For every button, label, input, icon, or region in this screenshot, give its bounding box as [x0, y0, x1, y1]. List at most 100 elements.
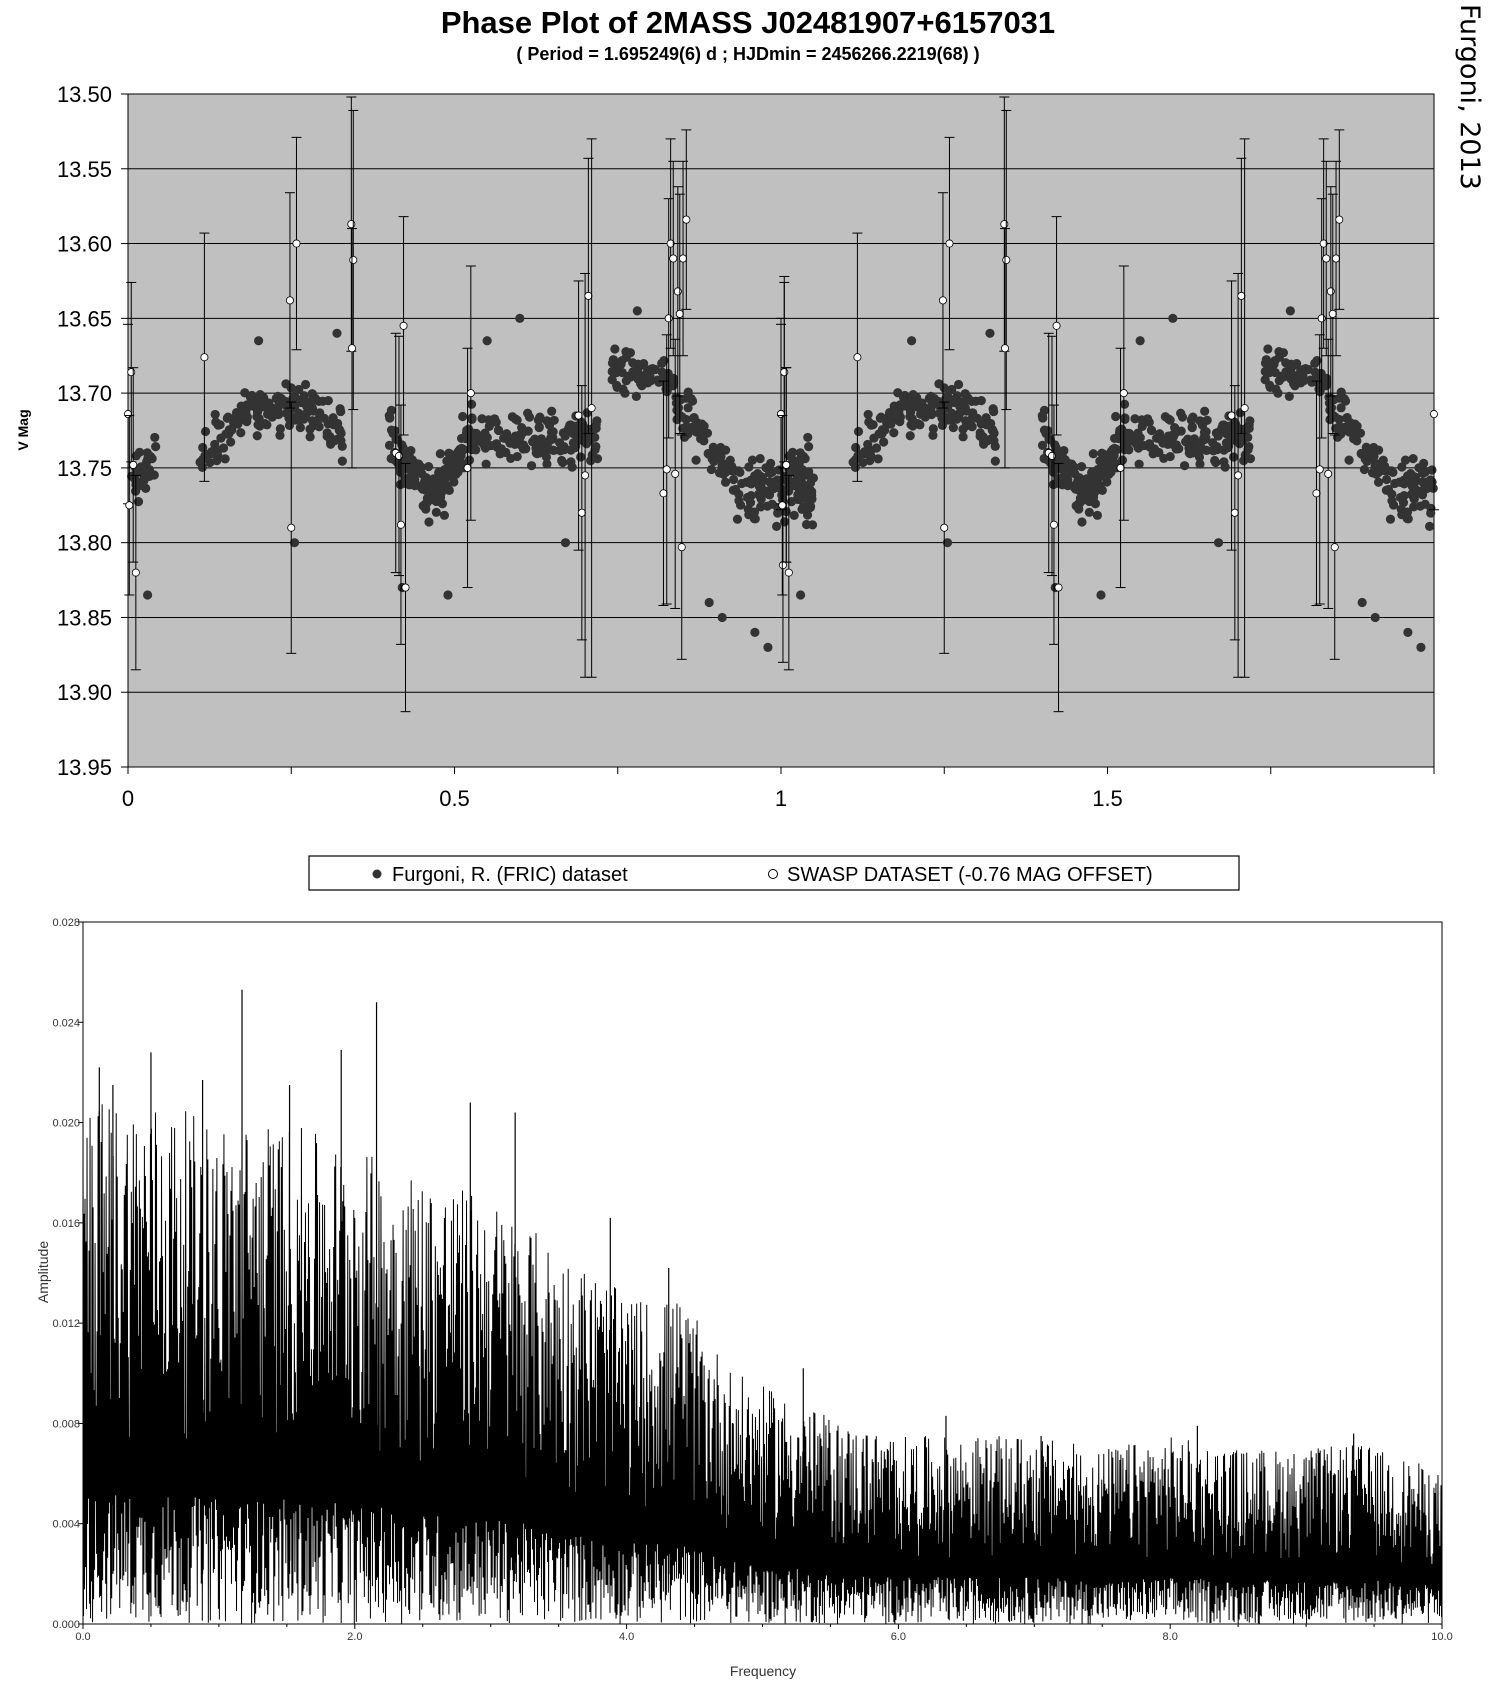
fric-data-point — [210, 409, 220, 420]
fric-data-point — [558, 457, 568, 468]
fric-data-point — [772, 477, 782, 487]
swasp-data-point — [401, 583, 410, 592]
fric-data-point — [1198, 435, 1208, 446]
fric-data-point — [568, 438, 579, 448]
fric-data-point — [1381, 474, 1392, 485]
fric-data-point — [1120, 413, 1130, 423]
phase-y-tick-label: 13.70 — [57, 381, 112, 406]
swasp-data-point — [682, 215, 691, 224]
fric-data-point — [480, 428, 490, 438]
swasp-data-point — [1332, 254, 1341, 263]
swasp-data-point — [1430, 410, 1439, 419]
swasp-dataset-series — [123, 96, 1439, 713]
swasp-data-point — [664, 314, 673, 323]
fric-data-point — [587, 450, 597, 460]
fric-data-point — [275, 424, 285, 434]
fric-data-point — [985, 328, 995, 338]
fric-data-point — [410, 481, 420, 491]
fric-data-point — [216, 433, 226, 443]
fric-data-point — [1357, 597, 1367, 608]
swasp-data-point — [587, 404, 596, 413]
fric-data-point — [779, 517, 790, 527]
fric-data-point — [983, 419, 993, 429]
fric-data-point — [399, 478, 409, 488]
fric-data-point — [486, 440, 496, 451]
fric-data-point — [1200, 406, 1210, 416]
fric-data-point — [545, 435, 555, 446]
fric-data-point — [960, 403, 970, 413]
fric-data-point — [1104, 452, 1115, 462]
legend-label-fric: Furgoni, R. (FRIC) dataset — [392, 864, 628, 886]
fric-data-point — [610, 344, 620, 354]
fric-data-point — [424, 517, 434, 527]
fric-data-point — [907, 414, 917, 424]
fric-data-point — [937, 420, 948, 430]
fric-data-point — [928, 424, 938, 434]
fric-data-point — [1426, 508, 1436, 518]
fric-data-point — [449, 477, 459, 487]
fric-data-point — [515, 313, 525, 323]
fric-data-point — [1271, 384, 1281, 394]
fric-data-point — [1130, 414, 1140, 424]
fric-data-point — [1109, 433, 1120, 444]
fric-data-point — [385, 413, 395, 423]
fric-data-point — [206, 447, 217, 457]
fric-data-point — [141, 483, 151, 493]
fric-data-point — [681, 421, 692, 432]
fric-data-point — [1399, 479, 1409, 489]
fric-data-point — [1062, 468, 1072, 478]
swasp-data-point — [1052, 321, 1061, 330]
swasp-data-point — [677, 543, 686, 552]
fric-data-point — [1208, 438, 1218, 448]
fric-data-point — [1197, 420, 1208, 430]
swasp-data-point — [782, 460, 791, 469]
fric-data-point — [807, 490, 817, 500]
fric-data-point — [1416, 642, 1426, 652]
swasp-data-point — [1227, 411, 1236, 420]
periodogram-y-tick-label: 0.028 — [52, 917, 80, 929]
fric-data-point — [637, 381, 647, 391]
fric-data-point — [236, 428, 246, 438]
swasp-data-point — [129, 460, 138, 469]
swasp-data-point — [938, 296, 947, 305]
periodogram-x-tick-label: 4.0 — [619, 1631, 634, 1643]
fric-data-point — [795, 456, 805, 467]
fric-data-point — [976, 419, 986, 429]
swasp-data-point — [1335, 215, 1344, 224]
fric-data-point — [803, 432, 813, 443]
fric-data-point — [683, 403, 693, 413]
fric-data-point — [1195, 459, 1205, 469]
fric-data-point — [1387, 489, 1397, 499]
periodogram-y-label: Amplitude — [35, 1241, 51, 1303]
fric-data-point — [1422, 484, 1432, 494]
fric-data-point — [750, 627, 760, 638]
fric-data-point — [979, 433, 989, 443]
fric-data-point — [1274, 376, 1284, 386]
fric-data-point — [242, 400, 252, 410]
fric-data-point — [1137, 421, 1147, 431]
fric-data-point — [1409, 502, 1419, 512]
swasp-data-point — [584, 291, 593, 300]
swasp-data-point — [1119, 389, 1128, 398]
fric-data-point — [1290, 360, 1300, 370]
fric-data-point — [315, 408, 325, 418]
fric-data-point — [988, 426, 998, 436]
swasp-data-point — [1328, 309, 1337, 318]
fric-data-point — [555, 438, 565, 448]
fric-data-point — [1240, 450, 1250, 460]
fric-data-point — [1088, 494, 1098, 504]
fric-data-point — [1399, 491, 1409, 501]
fric-data-point — [631, 391, 641, 401]
fric-data-point — [1146, 425, 1157, 436]
fric-data-point — [907, 336, 917, 346]
phase-y-tick-label: 13.60 — [57, 232, 112, 257]
fric-data-point — [294, 384, 304, 395]
phase-y-tick-label: 13.65 — [57, 306, 112, 331]
fric-data-point — [869, 433, 879, 443]
fric-data-point — [245, 392, 256, 402]
fric-data-point — [531, 448, 541, 458]
fric-data-point — [1403, 514, 1413, 524]
fric-data-point — [967, 396, 977, 406]
fric-data-point — [865, 456, 875, 466]
swasp-data-point — [666, 239, 675, 248]
